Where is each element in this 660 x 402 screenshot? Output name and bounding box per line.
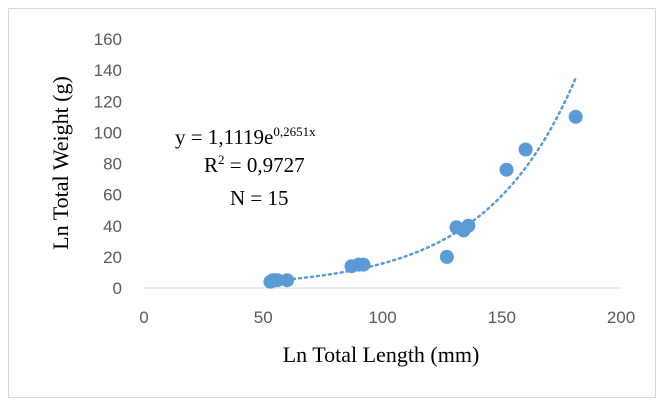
y-tick-label: 160 (94, 30, 122, 49)
data-point (461, 218, 476, 233)
chart-frame (8, 8, 656, 398)
y-axis-title: Ln Total Weight (g) (48, 76, 73, 250)
equation-exponent: 0,2651x (273, 124, 316, 139)
sample-size-label: N = 15 (230, 186, 289, 210)
y-tick-label: 40 (103, 217, 122, 236)
r-squared-value: = 0,9727 (225, 153, 305, 177)
data-point (568, 109, 583, 124)
y-tick-label: 60 (103, 186, 122, 205)
r-squared-superscript: 2 (218, 152, 225, 167)
data-point (280, 273, 295, 288)
trendline (285, 76, 577, 281)
data-point (439, 249, 454, 264)
x-tick-label: 0 (139, 308, 148, 327)
y-tick-label: 20 (103, 248, 122, 267)
x-tick-label: 100 (368, 308, 396, 327)
y-tick-label: 80 (103, 155, 122, 174)
data-point (356, 257, 371, 272)
trendline-path (285, 76, 577, 281)
x-tick-labels: 0 50 100 150 200 (139, 308, 635, 327)
equation-base: y = 1,1119e (175, 125, 273, 149)
y-tick-labels: 0 20 40 60 80 100 120 140 160 (94, 30, 122, 298)
x-tick-label: 200 (607, 308, 635, 327)
r-squared-label: R2 = 0,9727 (204, 152, 305, 177)
y-tick-label: 120 (94, 92, 122, 111)
r-squared-letter: R (204, 153, 218, 177)
y-tick-label: 0 (113, 279, 122, 298)
data-point (499, 162, 514, 177)
y-tick-label: 100 (94, 123, 122, 142)
x-tick-label: 150 (488, 308, 516, 327)
x-axis-title: Ln Total Length (mm) (283, 342, 480, 367)
y-tick-label: 140 (94, 61, 122, 80)
equation-label: y = 1,1119e0,2651x (175, 124, 316, 149)
data-point (518, 142, 533, 157)
x-tick-label: 50 (254, 308, 273, 327)
data-points (263, 109, 583, 289)
